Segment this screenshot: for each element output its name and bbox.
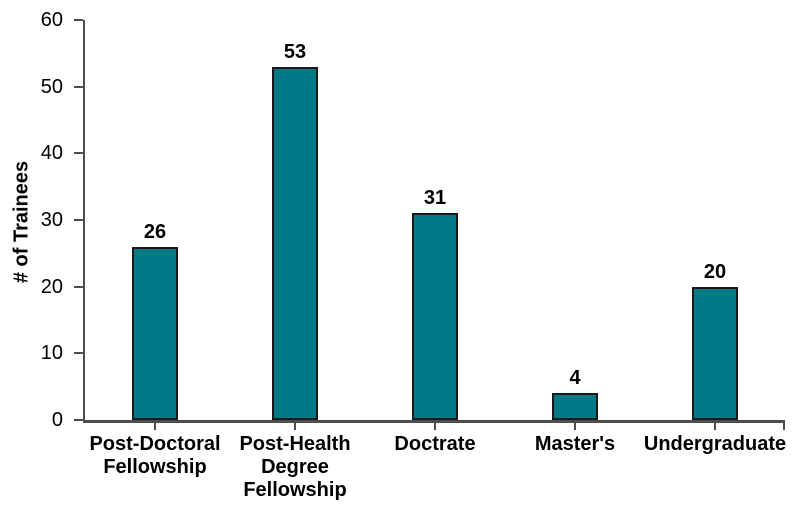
y-axis-tick-label: 40 <box>40 142 63 165</box>
y-axis-tick <box>74 152 83 155</box>
x-axis-tick-label: Post-Health Degree Fellowship <box>239 433 351 501</box>
x-axis-tick-label: Doctrate <box>394 433 476 455</box>
bar-value-label: 4 <box>569 367 581 390</box>
y-axis-tick <box>74 85 83 88</box>
bar-value-label: 26 <box>143 220 167 243</box>
bar <box>552 393 598 420</box>
x-axis-tick-label: Undergraduate <box>643 433 787 455</box>
y-axis-tick-label: 50 <box>40 75 63 98</box>
x-axis-tick <box>154 420 156 430</box>
x-axis-tick <box>434 420 436 430</box>
y-axis-tick-label: 20 <box>40 275 63 298</box>
bar-value-label: 53 <box>283 40 307 63</box>
x-axis-tick <box>294 420 296 430</box>
y-axis-tick-label: 10 <box>40 342 63 365</box>
x-axis-tick-label: Post-Doctoral Fellowship <box>89 433 221 478</box>
bar <box>412 213 458 420</box>
x-axis-tick-label: Master's <box>534 433 616 455</box>
y-axis-tick <box>74 19 83 21</box>
bar-value-label: 20 <box>703 260 727 283</box>
y-axis-tick <box>74 419 83 421</box>
y-axis-tick-label: 60 <box>40 9 63 31</box>
bar-value-label: 31 <box>423 187 447 210</box>
bar <box>692 286 738 420</box>
y-axis-tick-label: 0 <box>51 409 63 431</box>
bar <box>272 66 318 420</box>
y-axis-tick <box>74 219 83 221</box>
x-axis-end-tick <box>783 420 785 430</box>
x-axis-tick <box>574 420 576 430</box>
bar <box>132 246 178 420</box>
x-axis-tick <box>714 420 716 430</box>
y-axis-tick <box>74 285 83 288</box>
plot-area: 0 10 20 30 40 50 60 26 Post-Doctoral Fellowship 5… <box>41 9 786 501</box>
y-axis-tick <box>74 352 83 355</box>
y-axis-tick-label: 30 <box>40 209 63 231</box>
